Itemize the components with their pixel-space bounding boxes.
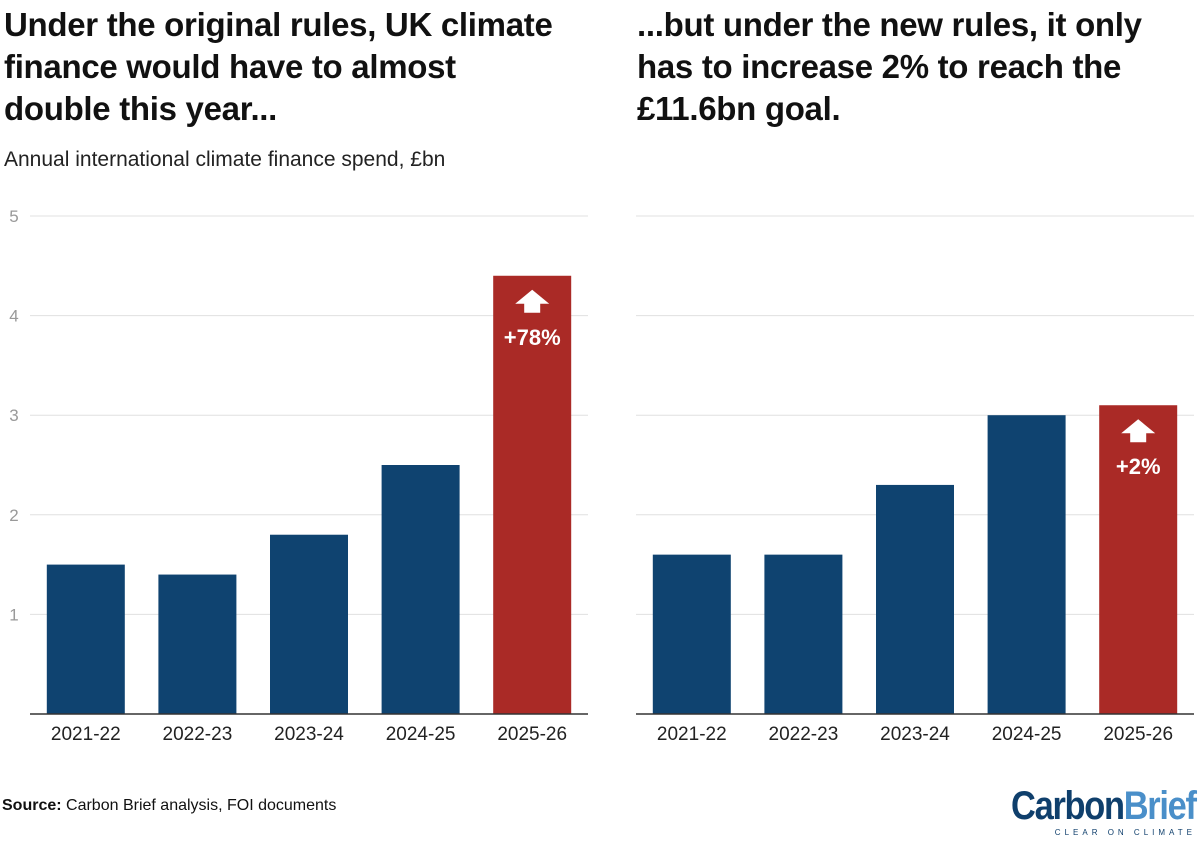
x-tick-label: 2021-22 <box>657 724 727 745</box>
carbon-brief-logo: CarbonBrief CLEAR ON CLIMATE <box>981 784 1197 837</box>
bar <box>652 554 731 714</box>
x-tick-label: 2024-25 <box>992 724 1062 745</box>
x-tick-label: 2024-25 <box>386 724 456 745</box>
bar <box>764 554 843 714</box>
x-tick-label: 2025-26 <box>1103 724 1173 745</box>
bar-highlight <box>493 275 572 714</box>
source-label: Source: <box>2 797 62 814</box>
bar <box>876 484 954 714</box>
bar-chart-new-rules: 2021-22 2022-23 2023-24 2024-25 2025-26 +2% <box>636 215 1194 745</box>
bar <box>46 564 125 714</box>
y-tick-label: 1 <box>9 605 18 624</box>
x-tick-label: 2023-24 <box>274 724 344 745</box>
up-arrow-icon <box>1121 419 1156 443</box>
logo-tagline: CLEAR ON CLIMATE <box>1054 828 1196 837</box>
y-tick-label: 3 <box>9 406 18 425</box>
chart-title-left: Under the original rules, UK climate fin… <box>4 6 553 127</box>
y-tick-label: 2 <box>9 506 18 525</box>
source-note: Source: Carbon Brief analysis, FOI docum… <box>2 797 336 815</box>
logo-brief-text: Brief <box>1124 784 1197 828</box>
x-tick-label: 2023-24 <box>880 724 950 745</box>
bar <box>381 465 460 714</box>
bar <box>987 415 1066 714</box>
x-tick-label: 2022-23 <box>163 724 233 745</box>
bar-chart-original-rules: 1 2 3 4 5 2021-22 2022-23 2023-24 2024-25 2025-26… <box>9 207 588 745</box>
change-annotation: +78% <box>504 325 561 350</box>
change-annotation: +2% <box>1116 454 1161 479</box>
x-tick-label: 2025-26 <box>497 724 567 745</box>
bar <box>270 534 348 714</box>
y-tick-label: 5 <box>9 207 18 226</box>
bar-highlight <box>1099 405 1178 714</box>
x-tick-label: 2022-23 <box>769 724 839 745</box>
chart-subtitle: Annual international climate finance spe… <box>4 148 446 171</box>
x-tick-label: 2021-22 <box>51 724 121 745</box>
y-tick-label: 4 <box>9 307 18 326</box>
bar <box>158 574 237 714</box>
up-arrow-icon <box>515 289 550 313</box>
chart-title-right: ...but under the new rules, it only has … <box>637 6 1142 127</box>
logo-carbon-text: Carbon <box>1011 784 1125 828</box>
source-text: Carbon Brief analysis, FOI documents <box>61 797 337 814</box>
